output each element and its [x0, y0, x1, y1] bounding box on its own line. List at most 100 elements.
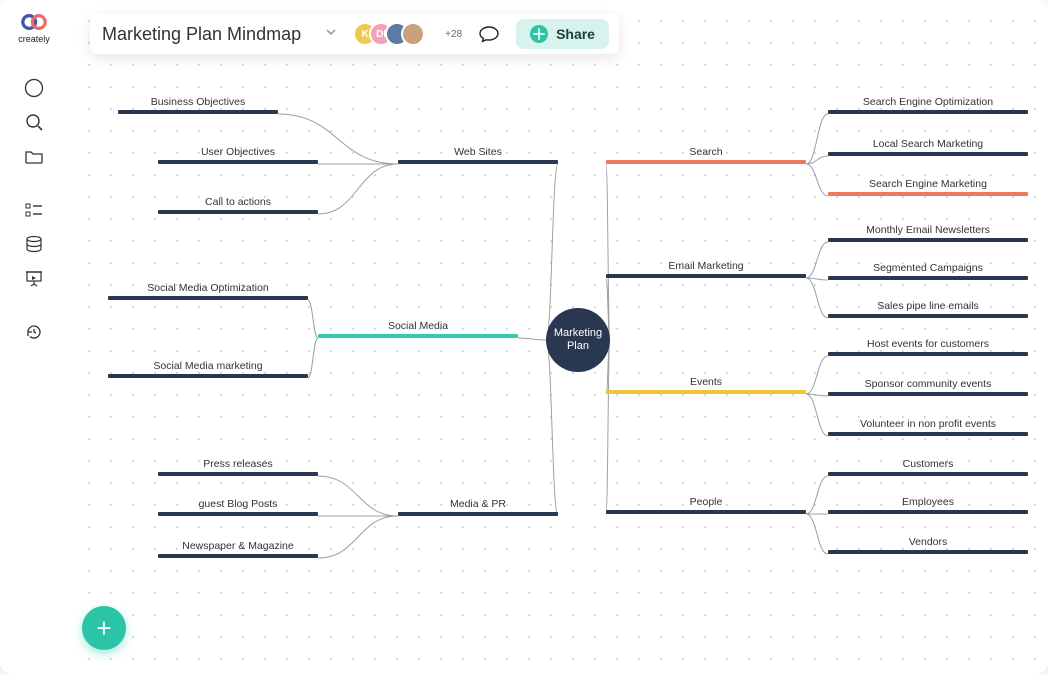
mindmap-node-bar	[606, 510, 806, 514]
mindmap-node-bar	[828, 110, 1028, 114]
mindmap-node-label: Events	[606, 376, 806, 388]
compass-icon[interactable]	[24, 78, 44, 98]
mindmap-node-label: Vendors	[828, 536, 1028, 548]
mindmap-node-label: Web Sites	[398, 146, 558, 158]
mindmap-node-label: Local Search Marketing	[828, 138, 1028, 150]
mindmap-node-bar	[828, 550, 1028, 554]
avatar[interactable]	[401, 22, 425, 46]
presentation-icon[interactable]	[24, 268, 44, 288]
mindmap-node-label: Business Objectives	[118, 96, 278, 108]
globe-icon	[530, 25, 548, 43]
mindmap-node-bar	[828, 510, 1028, 514]
mindmap-node-bar	[828, 472, 1028, 476]
mindmap-node-bar	[828, 276, 1028, 280]
mindmap-node[interactable]: Email Marketing	[606, 260, 806, 278]
chevron-down-icon[interactable]	[325, 25, 337, 43]
mindmap-node[interactable]: Call to actions	[158, 196, 318, 214]
mindmap-node-label: guest Blog Posts	[158, 498, 318, 510]
collaborator-more-count[interactable]: +28	[445, 29, 462, 40]
app-frame: creately Web Sites Business Objectives	[0, 0, 1048, 674]
mindmap-node[interactable]: Web Sites	[398, 146, 558, 164]
mindmap-node-bar	[828, 314, 1028, 318]
mindmap-node-bar	[158, 512, 318, 516]
mindmap-node-label: Social Media marketing	[108, 360, 308, 372]
mindmap-node-label: Social Media Optimization	[108, 282, 308, 294]
mindmap-node-label: Sales pipe line emails	[828, 300, 1028, 312]
mindmap-node-bar	[828, 152, 1028, 156]
mindmap-node[interactable]: Events	[606, 376, 806, 394]
mindmap-node[interactable]: Business Objectives	[118, 96, 278, 114]
mindmap-node-label: Search	[606, 146, 806, 158]
mindmap-node-bar	[828, 432, 1028, 436]
mindmap-node-label: Host events for customers	[828, 338, 1028, 350]
mindmap-node-label: Monthly Email Newsletters	[828, 224, 1028, 236]
list-icon[interactable]	[24, 200, 44, 220]
brand-logo-icon	[18, 12, 50, 32]
mindmap-node-label: Newspaper & Magazine	[158, 540, 318, 552]
mindmap-node-label: User Objectives	[158, 146, 318, 158]
mindmap-node-bar	[118, 110, 278, 114]
comments-icon[interactable]	[478, 25, 500, 43]
mindmap-node[interactable]: Monthly Email Newsletters	[828, 224, 1028, 242]
mindmap-node[interactable]: Sponsor community events	[828, 378, 1028, 396]
mindmap-node-label: Employees	[828, 496, 1028, 508]
mindmap-node-bar	[108, 296, 308, 300]
topbar: Marketing Plan Mindmap KDI +28 Share	[90, 14, 619, 54]
folder-icon[interactable]	[24, 146, 44, 166]
share-button[interactable]: Share	[516, 19, 609, 49]
mindmap-node-bar	[158, 210, 318, 214]
mindmap-node[interactable]: Newspaper & Magazine	[158, 540, 318, 558]
mindmap-node[interactable]: People	[606, 496, 806, 514]
mindmap-node[interactable]: Search Engine Optimization	[828, 96, 1028, 114]
mindmap-node-label: Press releases	[158, 458, 318, 470]
mindmap-node[interactable]: Search Engine Marketing	[828, 178, 1028, 196]
mindmap-node[interactable]: Segmented Campaigns	[828, 262, 1028, 280]
mindmap-node-label: Media & PR	[398, 498, 558, 510]
mindmap-node[interactable]: Local Search Marketing	[828, 138, 1028, 156]
brand-name: creately	[18, 34, 50, 44]
mindmap-node-label: Search Engine Marketing	[828, 178, 1028, 190]
mindmap-node-bar	[828, 352, 1028, 356]
mindmap-node[interactable]: guest Blog Posts	[158, 498, 318, 516]
mindmap-center-node[interactable]: MarketingPlan	[546, 308, 610, 372]
brand[interactable]: creately	[14, 12, 54, 44]
mindmap-node[interactable]: Social Media Optimization	[108, 282, 308, 300]
mindmap-node-label: Volunteer in non profit events	[828, 418, 1028, 430]
plus-icon: +	[96, 613, 111, 644]
mindmap-node[interactable]: User Objectives	[158, 146, 318, 164]
mindmap-node-bar	[828, 192, 1028, 196]
document-title[interactable]: Marketing Plan Mindmap	[100, 24, 309, 45]
mindmap-node[interactable]: Search	[606, 146, 806, 164]
mindmap-node-label: Email Marketing	[606, 260, 806, 272]
canvas[interactable]: Web Sites Business Objectives User Objecti…	[68, 0, 1048, 674]
history-icon[interactable]	[24, 322, 44, 342]
mindmap-node[interactable]: Social Media	[318, 320, 518, 338]
mindmap-node-bar	[606, 160, 806, 164]
mindmap-node[interactable]: Volunteer in non profit events	[828, 418, 1028, 436]
mindmap-node[interactable]: Sales pipe line emails	[828, 300, 1028, 318]
database-icon[interactable]	[24, 234, 44, 254]
mindmap-node[interactable]: Employees	[828, 496, 1028, 514]
add-button[interactable]: +	[82, 606, 126, 650]
collaborator-avatars[interactable]: KDI	[353, 22, 425, 46]
search-icon[interactable]	[24, 112, 44, 132]
mindmap-node[interactable]: Host events for customers	[828, 338, 1028, 356]
mindmap-node[interactable]: Vendors	[828, 536, 1028, 554]
mindmap-node-label: Social Media	[318, 320, 518, 332]
mindmap-node[interactable]: Customers	[828, 458, 1028, 476]
mindmap-node[interactable]: Social Media marketing	[108, 360, 308, 378]
mindmap-node-bar	[158, 554, 318, 558]
mindmap-node-bar	[606, 390, 806, 394]
mindmap-node-label: People	[606, 496, 806, 508]
mindmap-node[interactable]: Press releases	[158, 458, 318, 476]
mindmap-node-bar	[828, 238, 1028, 242]
mindmap-node-bar	[318, 334, 518, 338]
mindmap-node[interactable]: Media & PR	[398, 498, 558, 516]
mindmap-node-bar	[108, 374, 308, 378]
mindmap-node-bar	[398, 160, 558, 164]
mindmap-node-label: Search Engine Optimization	[828, 96, 1028, 108]
mindmap-node-bar	[606, 274, 806, 278]
mindmap-node-label: Customers	[828, 458, 1028, 470]
mindmap-node-label: Sponsor community events	[828, 378, 1028, 390]
mindmap-node-bar	[398, 512, 558, 516]
